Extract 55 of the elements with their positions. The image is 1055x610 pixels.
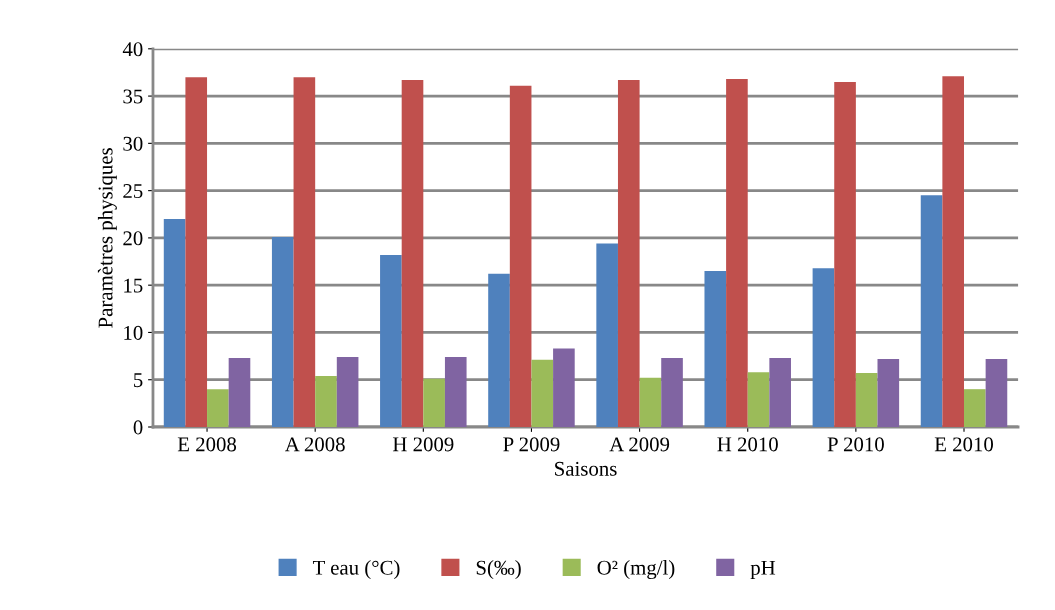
x-tick-label: P 2010 [827, 437, 884, 452]
y-tick-label: 30 [123, 136, 143, 151]
y-tick-label: 15 [124, 278, 143, 293]
bar [942, 76, 965, 427]
bar [444, 357, 467, 427]
bar [401, 80, 424, 427]
bar [509, 85, 532, 427]
bar [877, 358, 900, 427]
x-tick-label: A 2008 [285, 437, 345, 452]
bar [228, 357, 251, 427]
bar [553, 348, 575, 427]
bar [271, 236, 294, 427]
y-tick-label: 20 [123, 231, 143, 246]
x-tick-label: P 2009 [503, 437, 560, 452]
y-tick-label: 5 [134, 373, 143, 388]
y-axis-title: Paramètres physiques [97, 148, 117, 328]
bar [207, 389, 229, 427]
x-axis-title: Saisons [555, 461, 617, 476]
bar [985, 358, 1008, 427]
legend-label: O² (mg/l) [597, 560, 675, 580]
y-tick-label: 0 [133, 420, 143, 435]
bar [855, 373, 878, 427]
bar [704, 270, 727, 427]
bar [639, 377, 662, 427]
legend-label: T eau (°C) [312, 560, 400, 579]
bar [423, 378, 445, 427]
legend-label: pH [750, 560, 776, 579]
bar [163, 218, 186, 427]
x-tick-label: E 2010 [934, 437, 994, 452]
x-tick-label: E 2008 [177, 437, 237, 452]
bar [380, 254, 402, 427]
bar [726, 79, 748, 427]
bar [315, 375, 337, 427]
x-tick-label: H 2010 [717, 437, 778, 452]
bar [812, 268, 835, 427]
y-tick-label: 25 [123, 184, 143, 199]
bar [661, 357, 683, 427]
bar [769, 357, 791, 427]
bar [185, 77, 208, 427]
bar [531, 359, 554, 427]
bar [596, 243, 618, 427]
legend-label: S(‰) [476, 560, 521, 579]
bar [834, 81, 856, 427]
x-tick-label: A 2009 [609, 437, 670, 452]
bar [488, 273, 510, 427]
y-tick-label: 40 [122, 42, 143, 57]
x-tick-label: H 2009 [392, 437, 454, 452]
y-tick-label: 35 [123, 89, 143, 104]
bar [293, 77, 316, 427]
bar [964, 389, 986, 427]
bar [920, 195, 943, 427]
bar [617, 80, 640, 427]
bar [747, 372, 770, 427]
bar [336, 357, 359, 427]
y-tick-label: 10 [124, 325, 143, 340]
